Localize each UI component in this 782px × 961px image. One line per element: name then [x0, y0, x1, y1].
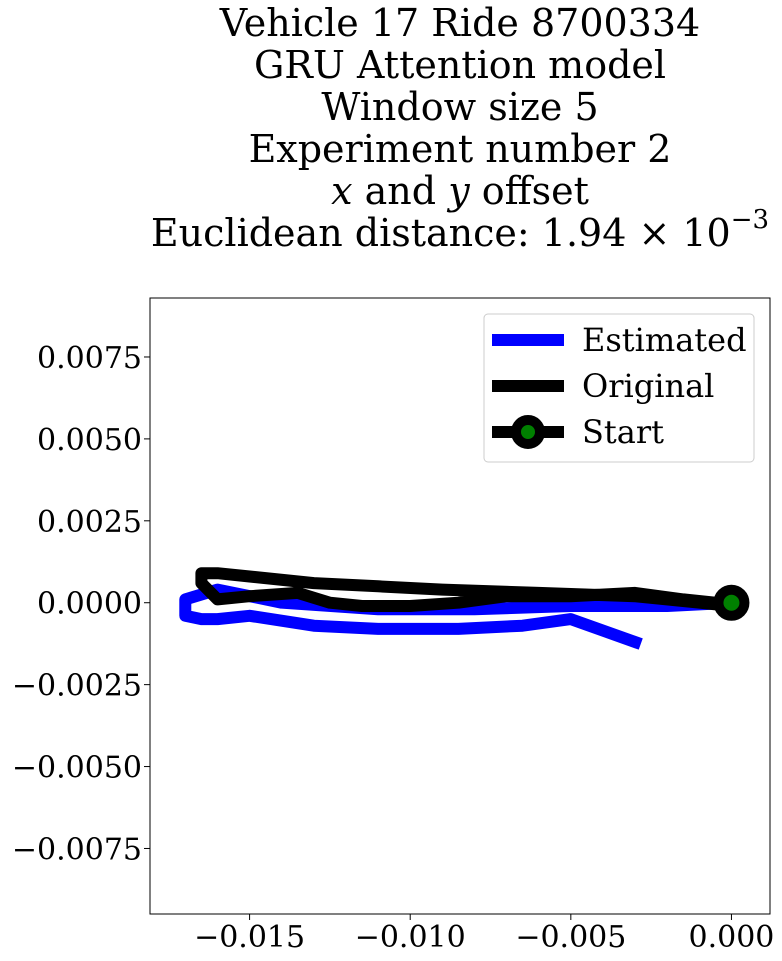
- legend: Estimated Original Start: [483, 313, 755, 463]
- start-point-marker: [713, 584, 750, 621]
- series-line-estimated: [179, 583, 738, 650]
- title-line-2: GRU Attention model: [253, 43, 667, 87]
- y-tick-label: 0.0000: [37, 587, 142, 622]
- chart-title: Vehicle 17 Ride 8700334 GRU Attention mo…: [80, 2, 782, 254]
- legend-box: [483, 313, 755, 463]
- title-line-5: x and y offset: [80, 170, 782, 212]
- x-tick-label: −0.015: [194, 920, 305, 955]
- title-var-x: x: [331, 169, 353, 213]
- title-and-text: and: [352, 169, 449, 213]
- y-tick-label: −0.0025: [12, 669, 142, 704]
- x-tick-label: 0.000: [689, 920, 775, 955]
- series-line-original: [195, 567, 739, 613]
- legend-label-start: Start: [582, 413, 664, 451]
- title-line-4: Experiment number 2: [248, 127, 672, 171]
- y-tick-label: 0.0075: [37, 341, 142, 376]
- legend-label-original: Original: [582, 367, 714, 405]
- y-tick-label: −0.0050: [12, 751, 142, 786]
- title-line-3: Window size 5: [321, 85, 599, 129]
- legend-label-estimated: Estimated: [582, 321, 747, 359]
- y-tick-label: −0.0075: [12, 832, 142, 867]
- y-tick-label: 0.0025: [37, 505, 142, 540]
- title-offset-text: offset: [469, 169, 589, 213]
- axes: −0.015 −0.010 −0.005 0.000 0.0075 0.0050 0.002…: [12, 297, 775, 955]
- title-line-1: Vehicle 17 Ride 8700334: [219, 1, 701, 45]
- y-tick-label: 0.0050: [37, 423, 142, 458]
- title-line-6: Euclidean distance: 1.94 × 10−3: [80, 207, 782, 255]
- x-tick-label: −0.010: [355, 920, 466, 955]
- title-distance-text: Euclidean distance: 1.94 × 10: [150, 211, 731, 255]
- legend-marker-start: [511, 415, 545, 449]
- plot-area: [179, 567, 750, 650]
- axes-frame: [149, 297, 771, 915]
- title-var-y: y: [448, 169, 470, 213]
- title-exponent: −3: [730, 205, 770, 236]
- x-tick-label: −0.005: [515, 920, 626, 955]
